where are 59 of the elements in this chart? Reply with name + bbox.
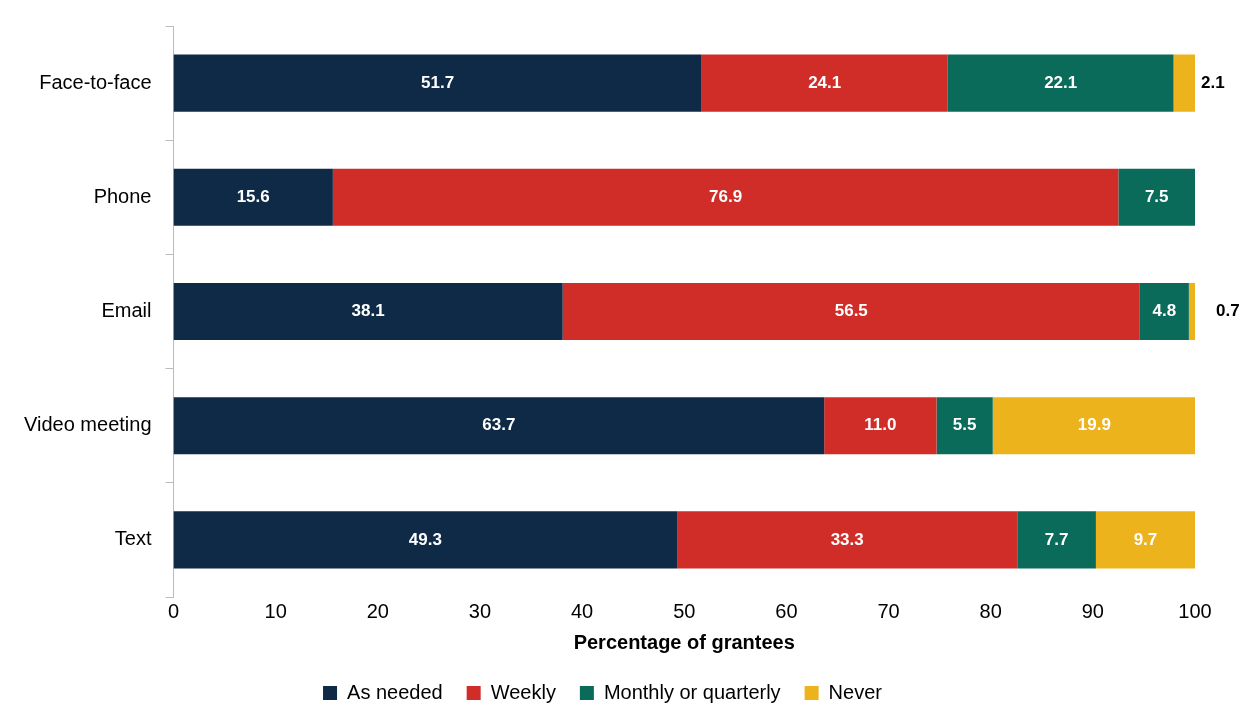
bar: [1188, 282, 1195, 341]
data-label: 9.7: [1133, 529, 1158, 549]
data-label: 5.5: [952, 415, 977, 435]
bar: [1095, 511, 1195, 569]
data-label: 33.3: [830, 529, 864, 549]
bar: [173, 54, 702, 112]
data-label: 56.5: [834, 301, 868, 321]
bar: [332, 168, 1119, 226]
x-tick-label: 100: [1178, 599, 1212, 622]
x-tick-label: 30: [468, 599, 492, 622]
bar: [824, 397, 937, 455]
y-tick-label: Text: [114, 527, 152, 550]
bar: [1118, 168, 1195, 226]
x-tick-label: 40: [570, 599, 594, 622]
x-tick-label: 70: [877, 599, 900, 622]
bar: [173, 397, 825, 455]
data-label: 11.0: [864, 415, 897, 435]
x-tick-label: 0: [167, 599, 180, 622]
y-tick-label: Email: [101, 299, 152, 322]
legend-label: Monthly or quarterly: [603, 680, 781, 703]
data-label: 7.7: [1044, 529, 1069, 549]
bar: [677, 511, 1018, 569]
data-label: 4.8: [1152, 301, 1177, 321]
y-tick-label: Phone: [93, 184, 152, 207]
y-tick-label: Face-to-face: [39, 70, 152, 93]
bar: [1017, 511, 1096, 569]
bar: [173, 282, 563, 341]
x-tick-label: 20: [366, 599, 389, 622]
data-label: 15.6: [236, 186, 270, 206]
data-label: 0.7: [1216, 301, 1240, 321]
legend-label: Never: [828, 680, 883, 703]
data-label: 51.7: [421, 72, 455, 92]
bar: [173, 511, 678, 569]
data-label: 38.1: [351, 301, 385, 321]
legend-label: As needed: [347, 680, 443, 703]
bar: [947, 54, 1174, 112]
bar: [562, 282, 1140, 341]
data-label: 24.1: [808, 72, 842, 92]
x-tick-label: 80: [979, 599, 1002, 622]
data-label: 76.9: [709, 186, 743, 206]
bar: [936, 397, 993, 455]
legend-label: Weekly: [490, 680, 556, 703]
x-tick-label: 60: [775, 599, 798, 622]
data-label: 22.1: [1044, 72, 1078, 92]
data-label: 7.5: [1144, 186, 1169, 206]
x-tick-label: 10: [264, 599, 287, 622]
x-tick-label: 90: [1081, 599, 1104, 622]
bar: [1139, 282, 1189, 341]
data-label: 19.9: [1077, 415, 1111, 435]
bar: [1173, 54, 1195, 112]
x-axis-title: Percentage of grantees: [573, 630, 795, 653]
data-label: 2.1: [1201, 72, 1225, 92]
x-tick-label: 50: [673, 599, 696, 622]
data-label: 49.3: [408, 529, 442, 549]
y-tick-label: Video meeting: [24, 413, 152, 436]
bar: [701, 54, 948, 112]
bar: [173, 168, 333, 226]
bar: [992, 397, 1195, 455]
data-label: 63.7: [482, 415, 516, 435]
